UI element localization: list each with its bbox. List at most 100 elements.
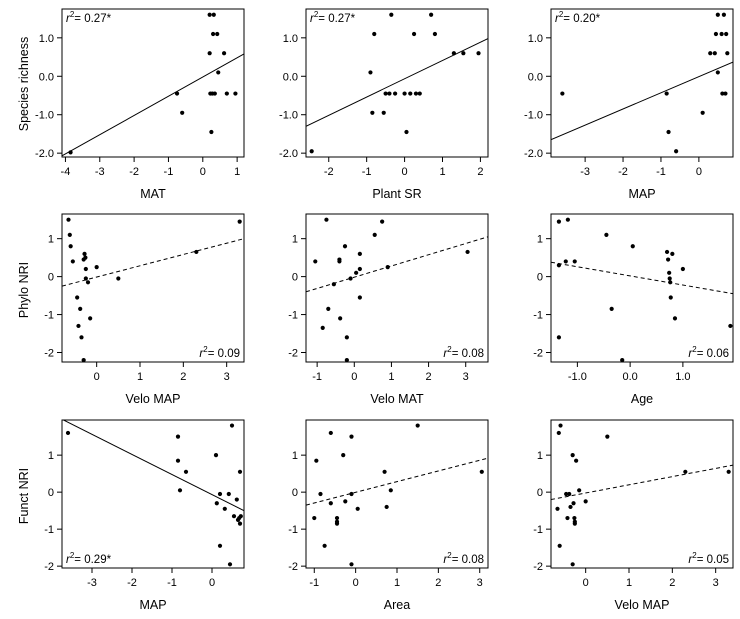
data-point xyxy=(680,266,685,272)
data-point xyxy=(342,244,348,249)
data-point xyxy=(382,469,387,474)
data-point xyxy=(314,458,319,463)
data-point xyxy=(83,266,88,272)
panel-r3c3: 0 1 2 3 -2 -1 0 1 Velo MAP r2= 0.05 xyxy=(533,419,734,612)
panel-r2c2: -1 0 1 2 3 -2 -1 0 1 Velo MAT r2= 0.08 xyxy=(288,213,489,406)
data-point xyxy=(221,51,227,56)
data-point xyxy=(212,91,217,96)
x-tick-label: -1 xyxy=(309,577,319,589)
data-point xyxy=(318,491,323,497)
data-point xyxy=(83,276,88,281)
data-point xyxy=(415,423,420,428)
data-point xyxy=(720,91,725,96)
data-point xyxy=(700,110,705,115)
data-point xyxy=(175,434,181,439)
data-point xyxy=(207,51,212,56)
data-point xyxy=(354,270,359,275)
data-point xyxy=(313,259,318,264)
r2-annotation: r2= 0.20* xyxy=(555,10,601,25)
x-tick-label: -3 xyxy=(87,577,97,589)
data-point xyxy=(237,469,243,474)
panel-r3c1: -3 -2 -1 0 -2 -1 0 1 MAP r2= 0.29* xyxy=(44,419,245,612)
data-point xyxy=(226,491,231,497)
x-tick-label: 0 xyxy=(209,577,215,589)
data-point xyxy=(724,31,729,37)
y-tick-label: -2.0 xyxy=(279,148,298,160)
data-point xyxy=(177,488,183,493)
data-point xyxy=(555,506,560,511)
data-point xyxy=(237,219,242,224)
x-tick-label: 1 xyxy=(388,371,394,383)
data-point xyxy=(713,31,719,37)
y-tick-label: 0 xyxy=(537,487,543,499)
data-point xyxy=(180,110,185,115)
data-point xyxy=(81,358,86,363)
data-point xyxy=(233,91,238,96)
data-point xyxy=(429,12,434,17)
x-tick-label: 0 xyxy=(402,166,408,178)
y-tick-label: -1 xyxy=(533,524,543,536)
data-point xyxy=(349,434,354,439)
x-tick-label: -4 xyxy=(61,166,71,178)
data-point xyxy=(384,504,389,510)
data-point xyxy=(231,514,237,519)
data-point xyxy=(402,91,407,96)
data-point xyxy=(726,469,731,474)
y-tick-label: 1 xyxy=(48,234,54,246)
x-tick-label: 0 xyxy=(353,577,359,589)
data-point xyxy=(670,251,675,256)
y-tick-label: -1 xyxy=(288,524,298,536)
data-point xyxy=(368,70,373,75)
x-tick-label: -3 xyxy=(95,166,105,178)
data-point xyxy=(557,543,562,548)
x-tick-label: -3 xyxy=(580,166,590,178)
data-point xyxy=(372,232,377,237)
y-tick-label: 1.0 xyxy=(283,33,298,45)
data-point xyxy=(664,249,670,255)
x-tick-label: 1 xyxy=(626,577,632,589)
y-tick-label: 1 xyxy=(48,450,54,462)
y-tick-label: 0.0 xyxy=(283,71,298,83)
plot-frame xyxy=(550,419,734,569)
data-point xyxy=(334,515,340,521)
x-tick-label: 0 xyxy=(94,371,100,383)
data-point xyxy=(574,458,579,463)
y-tick-label: -2 xyxy=(288,561,298,573)
data-point xyxy=(309,149,314,154)
x-axis-label: Area xyxy=(384,598,410,612)
data-point xyxy=(344,358,349,363)
trend-line xyxy=(551,261,733,295)
data-point xyxy=(214,501,219,506)
r2-annotation: r2= 0.06 xyxy=(688,345,729,360)
data-point xyxy=(116,276,121,281)
data-point xyxy=(331,282,336,287)
data-point xyxy=(432,31,438,37)
data-point xyxy=(68,150,73,155)
data-point xyxy=(183,469,189,474)
data-point xyxy=(664,91,669,96)
y-tick-label: 1 xyxy=(292,450,298,462)
data-point xyxy=(666,129,671,135)
data-point xyxy=(572,515,577,521)
x-tick-label: -2 xyxy=(324,166,334,178)
data-point xyxy=(326,306,331,311)
data-point xyxy=(67,232,72,237)
data-point xyxy=(572,259,577,264)
panel-r2c3: -1.0 0.0 1.0 -2 -1 0 1 Age r2= 0.06 xyxy=(533,213,734,406)
x-tick-label: 3 xyxy=(713,577,719,589)
data-point xyxy=(82,251,87,256)
x-tick-label: -1.0 xyxy=(568,371,587,383)
x-axis-label: Velo MAP xyxy=(615,598,670,612)
x-tick-label: -2 xyxy=(129,166,139,178)
data-point xyxy=(370,110,375,115)
x-tick-label: 3 xyxy=(224,371,230,383)
trend-line xyxy=(306,38,488,127)
data-point xyxy=(355,506,360,511)
data-point xyxy=(94,265,99,270)
data-point xyxy=(209,129,214,135)
data-point xyxy=(565,217,570,222)
data-point xyxy=(224,91,229,96)
trend-line xyxy=(62,238,244,287)
